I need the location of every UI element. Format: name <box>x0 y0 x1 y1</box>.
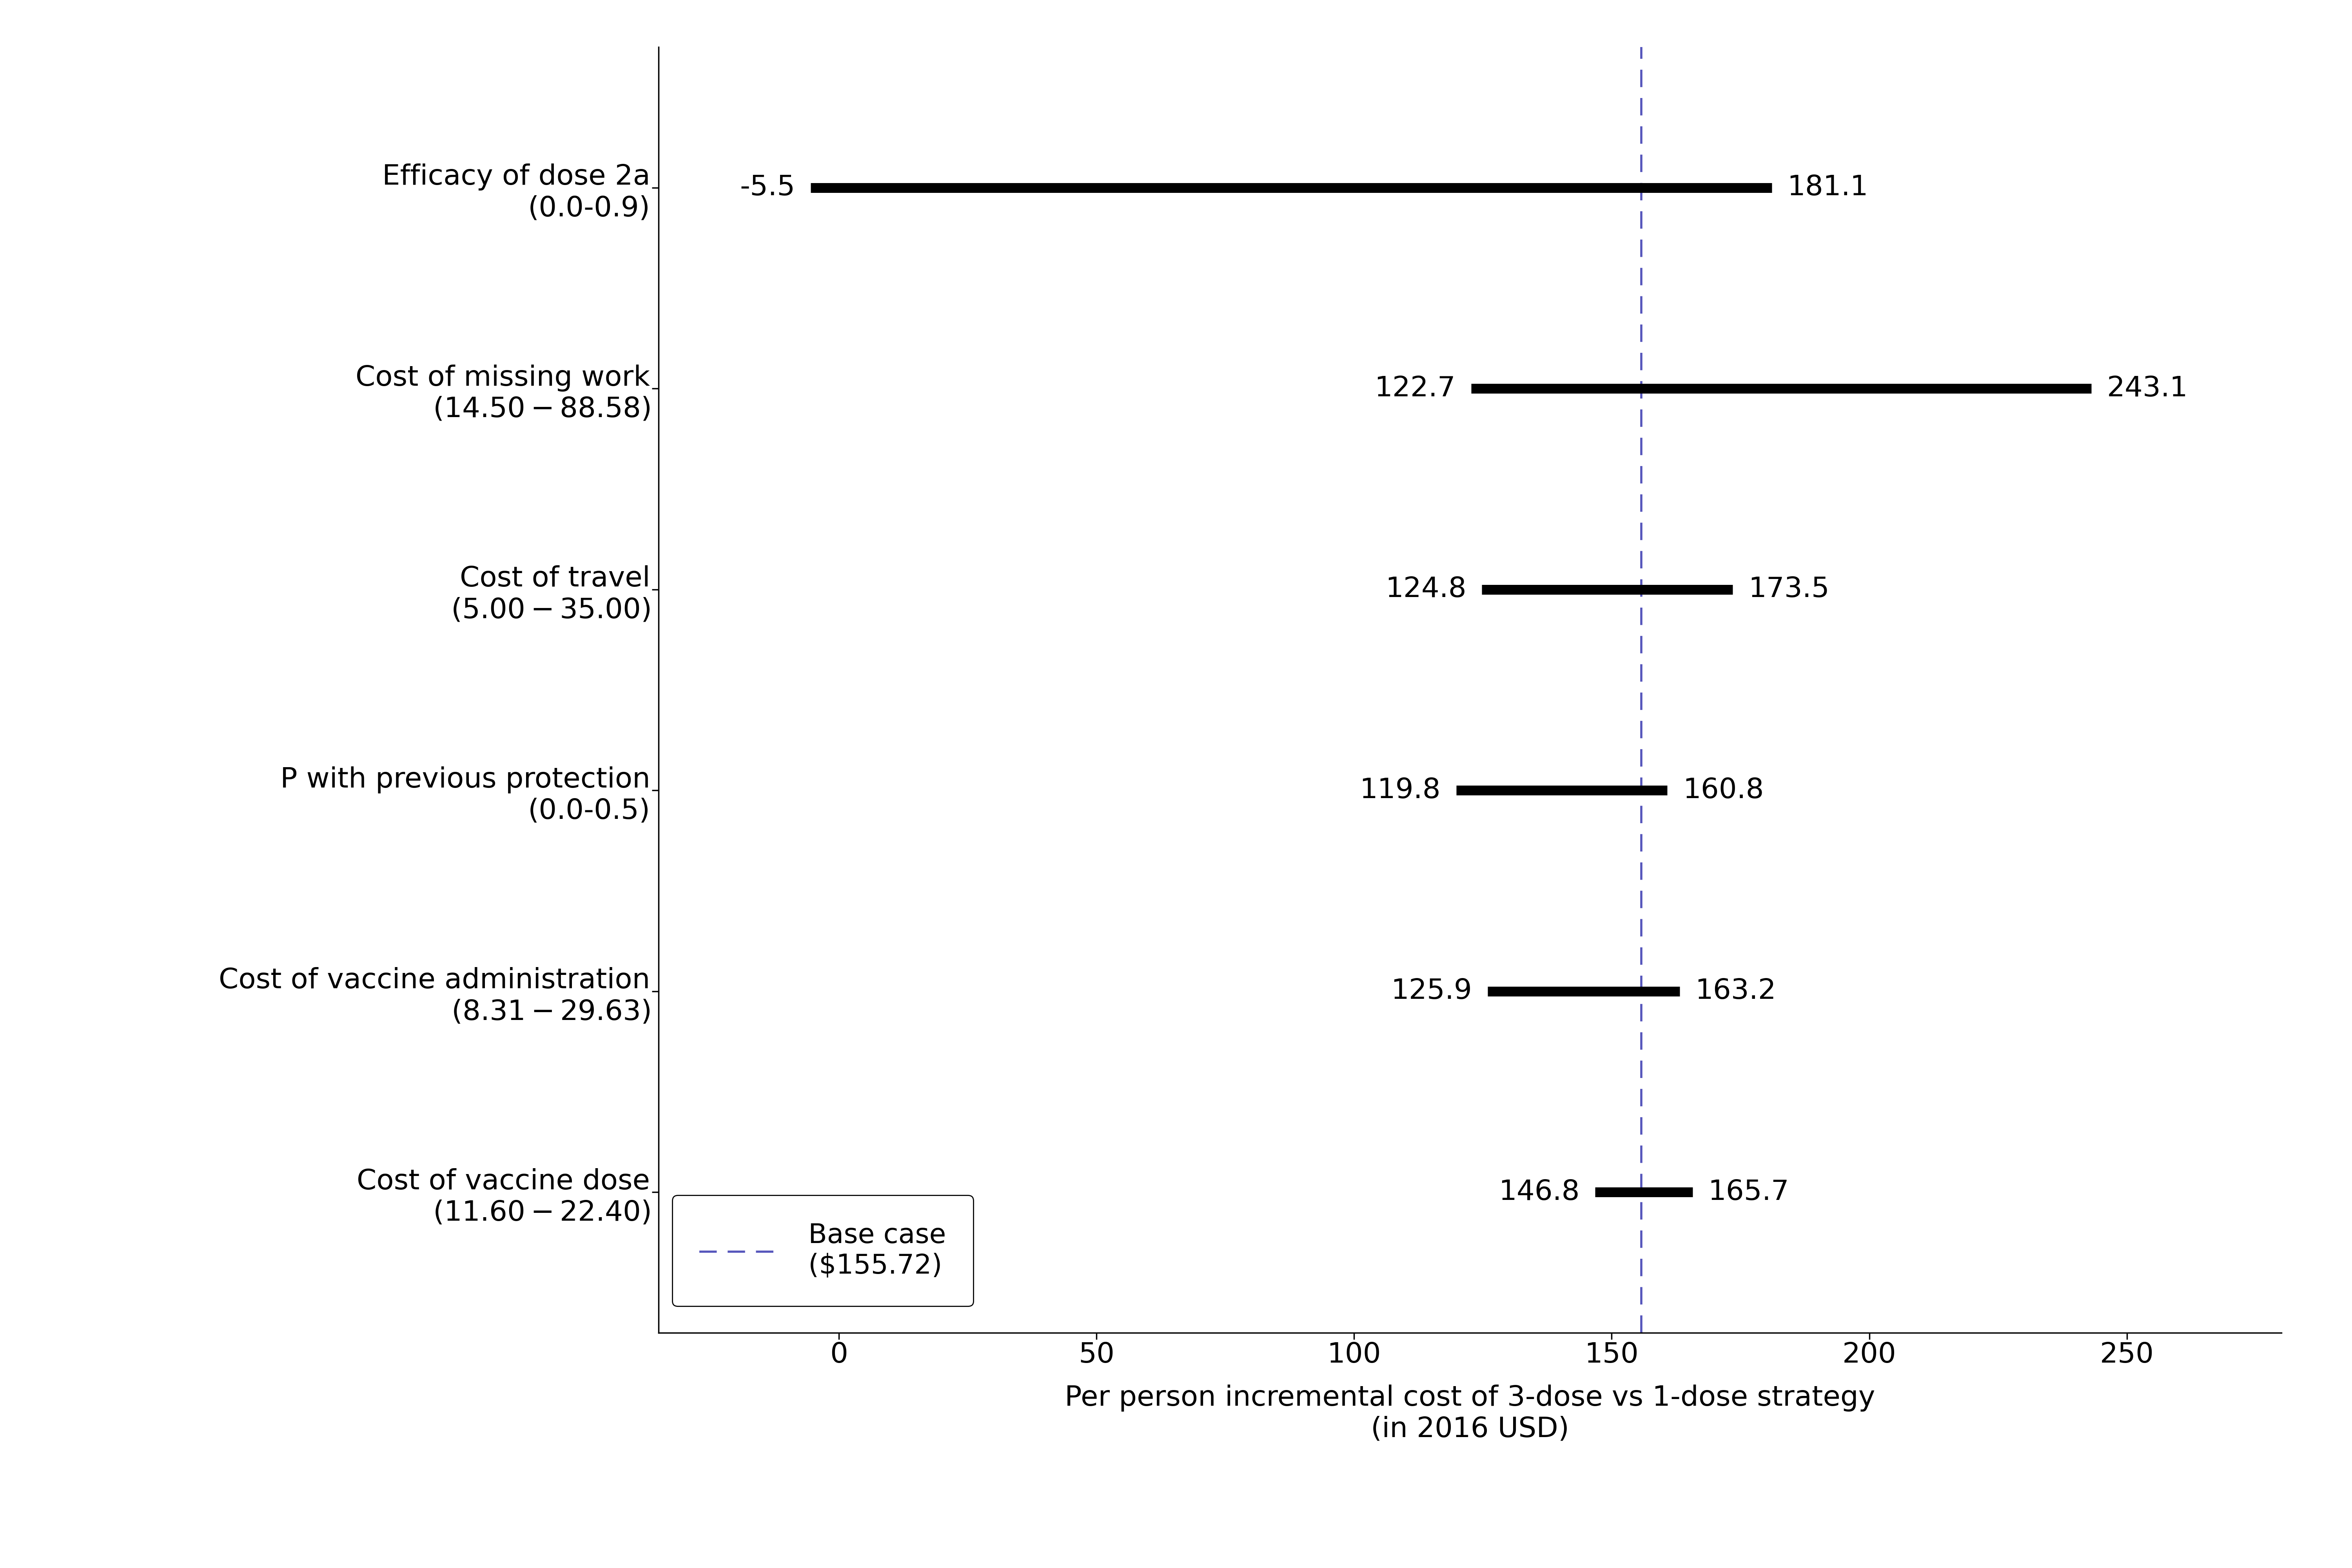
Text: 160.8: 160.8 <box>1682 776 1764 804</box>
Text: 122.7: 122.7 <box>1374 375 1456 401</box>
Text: 181.1: 181.1 <box>1788 174 1867 201</box>
Text: 173.5: 173.5 <box>1748 575 1830 604</box>
Text: 243.1: 243.1 <box>2107 375 2187 401</box>
Text: 163.2: 163.2 <box>1696 978 1776 1005</box>
Text: 146.8: 146.8 <box>1498 1179 1581 1206</box>
Text: 119.8: 119.8 <box>1359 776 1442 804</box>
Text: 124.8: 124.8 <box>1385 575 1465 604</box>
Text: -5.5: -5.5 <box>741 174 795 201</box>
Legend: Base case
($155.72): Base case ($155.72) <box>673 1195 974 1306</box>
X-axis label: Per person incremental cost of 3-dose vs 1-dose strategy
(in 2016 USD): Per person incremental cost of 3-dose vs… <box>1065 1385 1875 1443</box>
Text: 165.7: 165.7 <box>1708 1179 1790 1206</box>
Text: 125.9: 125.9 <box>1390 978 1472 1005</box>
